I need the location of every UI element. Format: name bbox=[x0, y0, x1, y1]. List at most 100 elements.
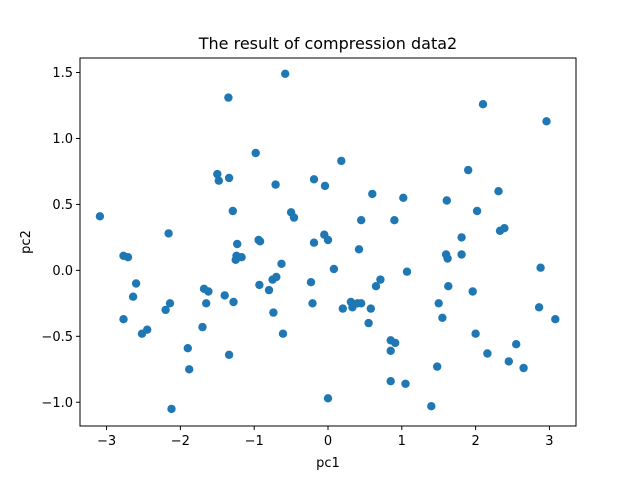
data-point bbox=[542, 117, 551, 126]
data-point bbox=[472, 206, 482, 216]
data-point bbox=[323, 394, 333, 403]
data-point bbox=[95, 212, 105, 221]
data-point bbox=[551, 315, 560, 324]
data-point bbox=[255, 237, 265, 246]
data-point bbox=[251, 148, 260, 158]
data-point bbox=[269, 308, 278, 317]
data-point bbox=[402, 267, 412, 276]
data-point bbox=[224, 350, 234, 359]
data-point bbox=[519, 363, 528, 373]
x-axis-ticks: −3 −2 −1 0 1 2 3 bbox=[97, 426, 554, 449]
data-point bbox=[204, 287, 213, 296]
data-point bbox=[478, 100, 488, 109]
chart-title: The result of compression data2 bbox=[198, 34, 457, 53]
data-point bbox=[433, 362, 442, 371]
data-point bbox=[229, 297, 238, 307]
data-point bbox=[123, 253, 133, 262]
x-tick-label: −3 bbox=[97, 434, 116, 449]
data-point bbox=[536, 263, 545, 272]
data-point bbox=[264, 285, 274, 295]
data-point bbox=[161, 305, 170, 315]
data-point bbox=[494, 187, 503, 196]
data-point bbox=[444, 282, 453, 291]
y-axis-ticks: −1.0 −0.5 0.0 0.5 1.0 1.5 bbox=[41, 66, 80, 411]
data-point bbox=[167, 404, 176, 414]
data-point bbox=[357, 299, 366, 308]
x-tick-label: −2 bbox=[171, 434, 190, 449]
data-point bbox=[329, 264, 339, 274]
data-point bbox=[534, 303, 544, 312]
data-point bbox=[443, 254, 452, 263]
data-point bbox=[386, 377, 395, 386]
data-point bbox=[198, 322, 207, 332]
data-point bbox=[512, 340, 521, 349]
data-point bbox=[354, 245, 364, 254]
data-point bbox=[214, 176, 223, 185]
data-point bbox=[128, 292, 138, 301]
y-tick-label: −0.5 bbox=[41, 330, 73, 345]
data-point bbox=[306, 278, 316, 287]
data-point bbox=[457, 233, 466, 242]
data-point bbox=[371, 282, 381, 291]
y-axis-title: pc2 bbox=[19, 230, 34, 254]
data-point bbox=[185, 365, 194, 374]
x-axis-title: pc1 bbox=[316, 456, 340, 471]
data-point bbox=[386, 346, 395, 355]
data-point bbox=[278, 329, 288, 338]
data-point bbox=[427, 402, 436, 411]
data-point bbox=[401, 379, 410, 388]
y-tick-label: 0.0 bbox=[52, 264, 73, 279]
data-point bbox=[438, 313, 447, 322]
x-tick-label: −1 bbox=[245, 434, 264, 449]
data-point bbox=[366, 304, 375, 313]
data-point bbox=[337, 156, 346, 166]
data-point bbox=[143, 325, 152, 334]
data-point bbox=[391, 338, 400, 348]
data-point bbox=[364, 318, 373, 328]
data-point bbox=[468, 287, 477, 296]
data-point bbox=[320, 181, 330, 191]
x-tick-label: 1 bbox=[398, 434, 406, 449]
data-point bbox=[368, 189, 377, 199]
data-point bbox=[471, 329, 480, 338]
data-point bbox=[228, 206, 237, 216]
data-point bbox=[277, 259, 286, 268]
y-tick-label: 1.0 bbox=[52, 132, 73, 147]
data-point bbox=[390, 216, 399, 225]
x-tick-label: 0 bbox=[324, 434, 332, 449]
x-tick-label: 3 bbox=[545, 434, 553, 449]
data-point bbox=[323, 235, 333, 245]
data-point bbox=[309, 175, 319, 184]
data-point bbox=[399, 193, 408, 202]
data-point bbox=[271, 180, 280, 189]
data-point bbox=[464, 165, 473, 175]
y-tick-label: 1.5 bbox=[52, 66, 73, 81]
y-tick-label: 0.5 bbox=[52, 198, 73, 213]
data-point bbox=[338, 304, 347, 313]
y-tick-label: −1.0 bbox=[41, 396, 73, 411]
data-point bbox=[224, 93, 233, 102]
data-point bbox=[272, 272, 281, 282]
data-point bbox=[183, 344, 192, 353]
data-points bbox=[95, 69, 560, 414]
data-point bbox=[237, 253, 246, 262]
data-point bbox=[357, 216, 366, 225]
data-point bbox=[308, 299, 317, 308]
data-point bbox=[119, 315, 128, 324]
data-point bbox=[164, 229, 173, 238]
data-point bbox=[500, 224, 509, 233]
data-point bbox=[289, 213, 299, 222]
data-point bbox=[504, 357, 513, 366]
x-tick-label: 2 bbox=[471, 434, 479, 449]
data-point bbox=[483, 349, 492, 358]
data-point bbox=[457, 250, 466, 259]
data-point bbox=[213, 169, 222, 179]
data-point bbox=[309, 238, 319, 247]
data-point bbox=[220, 291, 229, 300]
data-point bbox=[255, 280, 264, 290]
data-point bbox=[165, 299, 175, 308]
data-point bbox=[376, 275, 385, 284]
data-point bbox=[233, 239, 242, 249]
